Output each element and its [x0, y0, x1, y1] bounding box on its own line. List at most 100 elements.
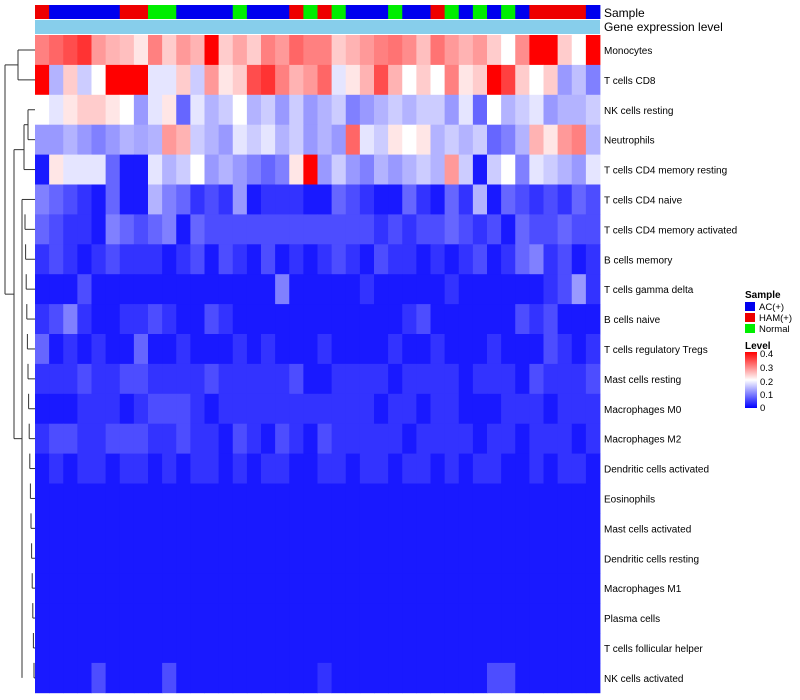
heatmap-cell: [218, 662, 234, 694]
heatmap-cell: [232, 483, 248, 514]
row-label: Eosinophils: [604, 494, 655, 505]
heatmap-cell: [275, 154, 290, 185]
heatmap-cell: [133, 334, 149, 365]
heatmap-cell: [105, 543, 121, 574]
heatmap-cell: [119, 154, 135, 185]
heatmap-cell: [585, 244, 601, 275]
heatmap-cell: [331, 124, 347, 155]
sample-annotation-cell: [246, 5, 262, 19]
heatmap-cell: [162, 154, 177, 185]
legend-label-ac: AC(+): [759, 302, 784, 313]
row-label: Macrophages M1: [604, 584, 682, 595]
heatmap-cell: [232, 64, 248, 96]
heatmap-cell: [557, 363, 573, 395]
sample-annotation-cell: [105, 5, 121, 19]
heatmap-cell: [388, 94, 403, 126]
heatmap-cell: [557, 274, 573, 305]
heatmap-cell: [374, 633, 389, 664]
heatmap-cell: [218, 274, 234, 305]
heatmap-cell: [529, 633, 544, 664]
heatmap-cell: [218, 35, 234, 66]
heatmap-cell: [289, 244, 304, 275]
heatmap-cell: [557, 124, 573, 155]
heatmap-cell: [402, 363, 417, 395]
heatmap-cell: [204, 662, 220, 694]
heatmap-cell: [430, 244, 446, 275]
row-label: T cells regulatory Tregs: [604, 345, 708, 356]
level-tick-2: 0.2: [760, 377, 773, 388]
heatmap-cell: [91, 64, 107, 96]
heatmap-cell: [119, 35, 135, 66]
heatmap-cell: [190, 573, 205, 604]
heatmap-cell: [105, 94, 121, 126]
heatmap-cell: [515, 543, 530, 574]
heatmap-cell: [331, 304, 347, 335]
heatmap-cell: [119, 214, 135, 245]
heatmap-cell: [557, 244, 573, 275]
heatmap-cell: [557, 214, 573, 245]
heatmap-cell: [77, 393, 92, 425]
sample-annotation-cell: [472, 5, 488, 19]
heatmap-cell: [515, 35, 530, 66]
heatmap-cell: [571, 423, 587, 454]
heatmap-cell: [246, 334, 262, 365]
heatmap-cell: [133, 483, 149, 514]
heatmap-cell: [275, 334, 290, 365]
heatmap-cell: [402, 334, 417, 365]
heatmap-cell: [444, 633, 460, 664]
heatmap-cell: [388, 543, 403, 574]
heatmap-cell: [289, 513, 304, 544]
heatmap-cell: [49, 573, 64, 604]
heatmap-cell: [176, 124, 191, 155]
heatmap-cell: [345, 334, 361, 365]
heatmap-cell: [331, 543, 347, 574]
heatmap-cell: [49, 184, 64, 215]
heatmap-cell: [119, 393, 135, 425]
heatmap-cell: [501, 543, 516, 574]
heatmap-cell: [105, 363, 121, 395]
heatmap-cell: [246, 35, 262, 66]
heatmap-cell: [77, 543, 92, 574]
heatmap-cell: [430, 483, 446, 514]
heatmap-cell: [501, 483, 516, 514]
heatmap-cell: [416, 64, 431, 96]
heatmap-cell: [119, 513, 135, 544]
heatmap-cell: [374, 483, 389, 514]
heatmap-cell: [430, 513, 446, 544]
heatmap-cell: [515, 124, 530, 155]
heatmap-cell: [458, 184, 474, 215]
heatmap-cell: [261, 35, 276, 66]
heatmap-cell: [91, 543, 107, 574]
heatmap-cell: [529, 513, 544, 544]
heatmap-cell: [190, 633, 205, 664]
sample-annotation-cell: [190, 5, 205, 19]
heatmap-cell: [148, 393, 163, 425]
heatmap-cell: [571, 662, 587, 694]
heatmap-cell: [204, 603, 220, 634]
heatmap-cell: [515, 214, 530, 245]
heatmap-cell: [232, 603, 248, 634]
heatmap-cell: [444, 64, 460, 96]
heatmap-cell: [543, 64, 559, 96]
heatmap-cell: [359, 662, 375, 694]
heatmap-cell: [275, 244, 290, 275]
heatmap-cell: [176, 35, 191, 66]
heatmap-cell: [289, 35, 304, 66]
heatmap-cell: [331, 393, 347, 425]
sample-annotation-cell: [345, 5, 361, 19]
heatmap-cell: [317, 184, 333, 215]
heatmap-cell: [49, 214, 64, 245]
heatmap-cell: [359, 363, 375, 395]
heatmap-cell: [303, 543, 318, 574]
heatmap-cell: [416, 154, 431, 185]
heatmap-cell: [444, 453, 460, 484]
heatmap-cell: [303, 184, 318, 215]
heatmap-cell: [345, 244, 361, 275]
heatmap-cell: [246, 363, 262, 395]
heatmap-cell: [472, 513, 488, 544]
heatmap-cell: [359, 483, 375, 514]
heatmap-cell: [49, 453, 64, 484]
heatmap-cell: [402, 35, 417, 66]
heatmap-cell: [204, 393, 220, 425]
heatmap-cell: [49, 423, 64, 454]
